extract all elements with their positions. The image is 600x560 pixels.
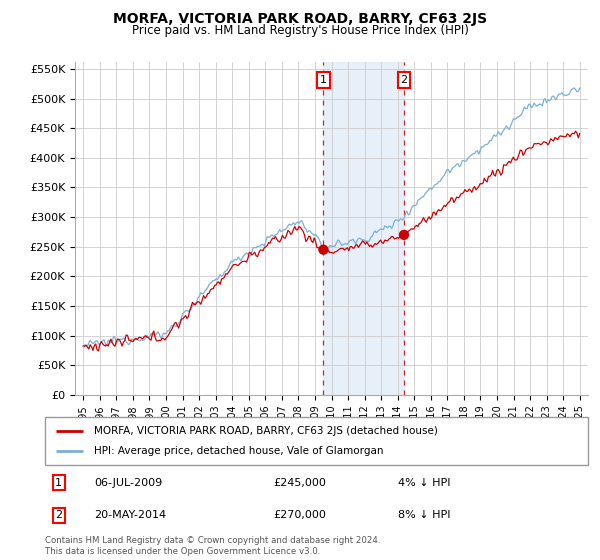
Bar [323, 62, 404, 395]
Text: MORFA, VICTORIA PARK ROAD, BARRY, CF63 2JS (detached house): MORFA, VICTORIA PARK ROAD, BARRY, CF63 2… [94, 426, 438, 436]
Text: 8% ↓ HPI: 8% ↓ HPI [398, 510, 451, 520]
Text: HPI: Average price, detached house, Vale of Glamorgan: HPI: Average price, detached house, Vale… [94, 446, 383, 456]
Point [399, 230, 409, 239]
Text: MORFA, VICTORIA PARK ROAD, BARRY, CF63 2JS: MORFA, VICTORIA PARK ROAD, BARRY, CF63 2… [113, 12, 487, 26]
Text: Contains HM Land Registry data © Crown copyright and database right 2024.: Contains HM Land Registry data © Crown c… [45, 536, 380, 545]
Text: 1: 1 [55, 478, 62, 488]
Text: 4% ↓ HPI: 4% ↓ HPI [398, 478, 451, 488]
Text: 2: 2 [400, 75, 407, 85]
Text: Price paid vs. HM Land Registry's House Price Index (HPI): Price paid vs. HM Land Registry's House … [131, 24, 469, 37]
Text: This data is licensed under the Open Government Licence v3.0.: This data is licensed under the Open Gov… [45, 547, 320, 556]
FancyBboxPatch shape [45, 417, 588, 465]
Text: 2: 2 [55, 510, 62, 520]
Text: 06-JUL-2009: 06-JUL-2009 [94, 478, 162, 488]
Text: 20-MAY-2014: 20-MAY-2014 [94, 510, 166, 520]
Text: 1: 1 [320, 75, 327, 85]
Text: £270,000: £270,000 [273, 510, 326, 520]
Point [319, 245, 328, 254]
Text: £245,000: £245,000 [273, 478, 326, 488]
